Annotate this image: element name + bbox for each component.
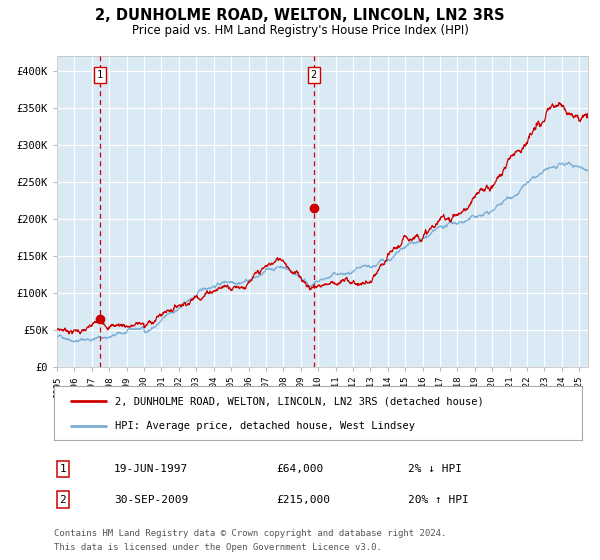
Text: Price paid vs. HM Land Registry's House Price Index (HPI): Price paid vs. HM Land Registry's House …	[131, 24, 469, 36]
Text: 20% ↑ HPI: 20% ↑ HPI	[408, 494, 469, 505]
Text: 19-JUN-1997: 19-JUN-1997	[114, 464, 188, 474]
Text: 30-SEP-2009: 30-SEP-2009	[114, 494, 188, 505]
Text: 2% ↓ HPI: 2% ↓ HPI	[408, 464, 462, 474]
Text: 2: 2	[311, 70, 317, 80]
Text: 1: 1	[59, 464, 67, 474]
Text: £215,000: £215,000	[276, 494, 330, 505]
Text: 2, DUNHOLME ROAD, WELTON, LINCOLN, LN2 3RS (detached house): 2, DUNHOLME ROAD, WELTON, LINCOLN, LN2 3…	[115, 396, 484, 407]
Text: £64,000: £64,000	[276, 464, 323, 474]
Text: 2, DUNHOLME ROAD, WELTON, LINCOLN, LN2 3RS: 2, DUNHOLME ROAD, WELTON, LINCOLN, LN2 3…	[95, 8, 505, 24]
Text: 2: 2	[59, 494, 67, 505]
Text: HPI: Average price, detached house, West Lindsey: HPI: Average price, detached house, West…	[115, 421, 415, 431]
Text: Contains HM Land Registry data © Crown copyright and database right 2024.: Contains HM Land Registry data © Crown c…	[54, 529, 446, 538]
Text: 1: 1	[97, 70, 103, 80]
Text: This data is licensed under the Open Government Licence v3.0.: This data is licensed under the Open Gov…	[54, 543, 382, 552]
